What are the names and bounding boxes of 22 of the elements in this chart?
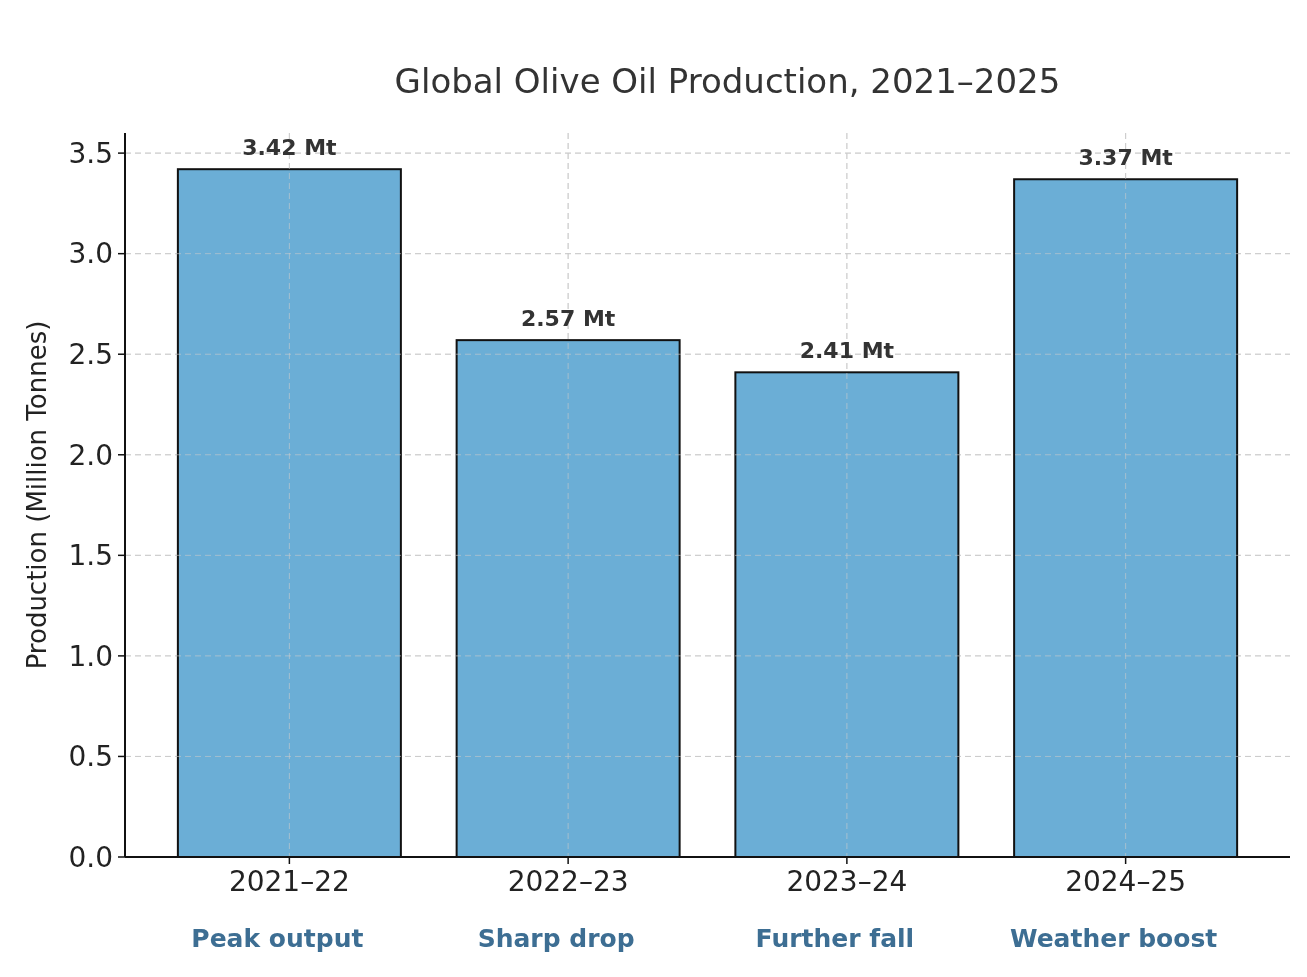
- y-tick-label: 0.0: [68, 840, 113, 874]
- x-tick-label: 2022–23: [507, 865, 629, 898]
- x-tick-label: 2024–25: [1065, 865, 1187, 898]
- text: Weather boost: [1009, 924, 1218, 953]
- y-tick-label: 2.0: [68, 438, 113, 472]
- data-label: 2.41 Mt: [799, 338, 895, 364]
- data-label: 2.57 Mt: [520, 306, 616, 332]
- x-tick-label: 2023–24: [786, 865, 908, 898]
- y-tick-label: 3.0: [68, 237, 113, 271]
- y-tick-label: 3.5: [68, 136, 113, 170]
- y-tick-label: 1.5: [68, 539, 113, 573]
- text: Further fall: [755, 924, 915, 953]
- y-tick-label: 2.5: [68, 338, 113, 372]
- data-label: 3.42 Mt: [242, 135, 338, 161]
- y-tick-label: 1.0: [68, 639, 113, 673]
- text: Peak output: [191, 924, 364, 953]
- y-axis-title: Production (Million Tonnes): [22, 320, 52, 670]
- y-tick-label: 0.5: [68, 740, 113, 774]
- x-tick-label: 2021–22: [228, 865, 350, 898]
- chart-title: Global Olive Oil Production, 2021–2025: [394, 61, 1061, 101]
- text: Sharp drop: [477, 924, 635, 953]
- data-label: 3.37 Mt: [1078, 145, 1174, 171]
